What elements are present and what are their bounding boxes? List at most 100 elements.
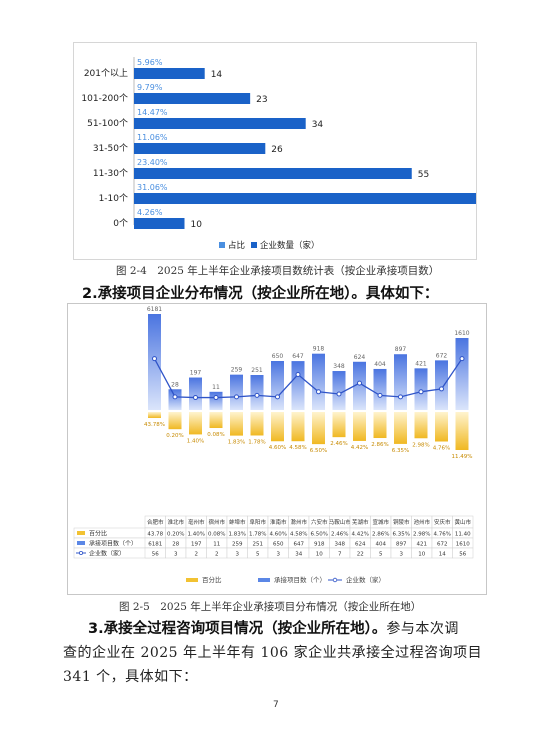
table-city-label: 亳州市 (188, 518, 205, 526)
percent-value-label: 1.78% (248, 439, 265, 445)
category-label: 31-50个 (93, 143, 128, 154)
count-label: 26 (271, 145, 283, 155)
project-bar (250, 375, 264, 410)
legend-swatch-point-bottom (332, 577, 338, 583)
project-bar (373, 368, 387, 410)
percent-bar (455, 412, 469, 450)
category-label: 201个以上 (84, 68, 128, 79)
table-value: 197 (191, 542, 202, 548)
section-heading-3: 3.承接全过程咨询项目情况（按企业所在地）。 (88, 621, 387, 637)
percent-value-label: 2.98% (412, 442, 429, 448)
legend-label-count: 企业数量（家） (260, 240, 320, 251)
count-bar (134, 93, 251, 104)
project-bar (312, 353, 325, 410)
table-value: 1.40% (188, 532, 205, 538)
legend-swatch-projects-bottom (258, 578, 270, 582)
project-value-label: 11 (212, 384, 220, 391)
percent-label: 5.96% (137, 58, 163, 67)
count-label: 34 (312, 120, 324, 130)
legend-swatch-percent-bottom (186, 578, 198, 582)
table-value: 6181 (148, 542, 162, 548)
table-value: 348 (335, 542, 346, 548)
category-label: 0个 (113, 218, 128, 229)
table-city-label: 六安市 (311, 518, 328, 526)
table-value: 647 (294, 542, 305, 548)
enterprise-point (459, 356, 465, 362)
percent-bar (353, 412, 366, 441)
page-number: 7 (273, 700, 279, 710)
percent-value-label: 4.42% (351, 445, 368, 451)
percent-value-label: 43.78% (144, 422, 165, 428)
category-label: 11-30个 (93, 168, 128, 179)
table-city-label: 铜陵市 (393, 518, 410, 526)
table-value: 0.08% (208, 532, 225, 538)
figure-2-5-caption: 图 2-5 2025 年上半年企业承接项目分布情况（按企业所在地） (119, 601, 422, 613)
percent-value-label: 0.20% (166, 433, 183, 439)
table-value: 4.76% (434, 532, 451, 538)
section-heading-2: 2.承接项目企业分布情况（按企业所在地）。具体如下： (82, 286, 439, 302)
table-city-label: 淮北市 (167, 518, 184, 526)
table-value: 3 (277, 552, 281, 558)
percent-bar (168, 412, 182, 430)
project-bar (455, 338, 469, 410)
section-heading-3-line: 3.承接全过程咨询项目情况（按企业所在地）。参与本次调 (88, 617, 459, 638)
table-value: 259 (232, 542, 243, 548)
table-value: 43.78 (147, 532, 163, 538)
table-city-label: 滁州市 (290, 518, 307, 526)
table-value: 14 (439, 552, 446, 558)
legend-label-projects: 承接项目数（个） (274, 575, 326, 584)
percent-bar (271, 412, 284, 442)
percent-bar (332, 412, 346, 438)
table-value: 650 (273, 542, 284, 548)
project-bar (414, 368, 428, 410)
percent-value-label: 4.58% (289, 445, 306, 451)
percent-value-label: 1.83% (228, 440, 245, 446)
category-label: 101-200个 (81, 93, 128, 104)
percent-value-label: 0.08% (207, 432, 224, 438)
legend-swatch-point (78, 550, 83, 555)
project-bar (148, 314, 161, 410)
percent-value-label: 2.46% (330, 441, 347, 447)
percent-bar (394, 412, 407, 444)
percent-bar (189, 412, 202, 435)
project-bar (209, 391, 223, 410)
percent-label: 31.06% (137, 183, 168, 192)
percent-bar (148, 412, 161, 418)
table-value: 56 (459, 552, 466, 558)
count-bar (134, 193, 503, 204)
percent-value-label: 4.60% (269, 445, 286, 451)
project-bar (189, 377, 202, 410)
legend-swatch-pct (219, 242, 225, 248)
enterprise-point (275, 394, 280, 400)
table-value: 5 (379, 552, 383, 558)
enterprise-point (316, 389, 321, 395)
legend-swatch-count (251, 242, 257, 248)
table-city-label: 蚌埠市 (229, 518, 246, 526)
table-value: 6.50% (311, 532, 328, 538)
table-value: 4.60% (270, 532, 287, 538)
table-cell (452, 547, 474, 559)
table-city-label: 宿州市 (208, 518, 225, 526)
percent-value-label: 6.35% (392, 448, 409, 454)
table-city-label: 池州市 (413, 518, 430, 526)
table-value: 897 (396, 542, 407, 548)
table-value: 11.40 (455, 532, 471, 538)
percent-label: 14.47% (137, 108, 168, 117)
enterprise-point (295, 372, 301, 378)
project-value-label: 421 (415, 360, 427, 367)
percent-bar (230, 412, 243, 436)
project-bar (435, 360, 448, 410)
project-value-label: 647 (292, 353, 304, 360)
table-value: 2.86% (372, 532, 389, 538)
project-bar (230, 374, 243, 410)
percent-bar (291, 412, 305, 442)
table-city-label: 马鞍山市 (329, 518, 352, 526)
table-value: 1610 (456, 542, 470, 548)
enterprise-point (213, 395, 219, 401)
category-label: 1-10个 (99, 193, 128, 204)
project-value-label: 197 (190, 370, 202, 377)
percent-value-label: 4.76% (433, 446, 450, 452)
table-value: 2.98% (413, 532, 430, 538)
project-value-label: 672 (436, 352, 448, 359)
project-bar (271, 361, 284, 410)
